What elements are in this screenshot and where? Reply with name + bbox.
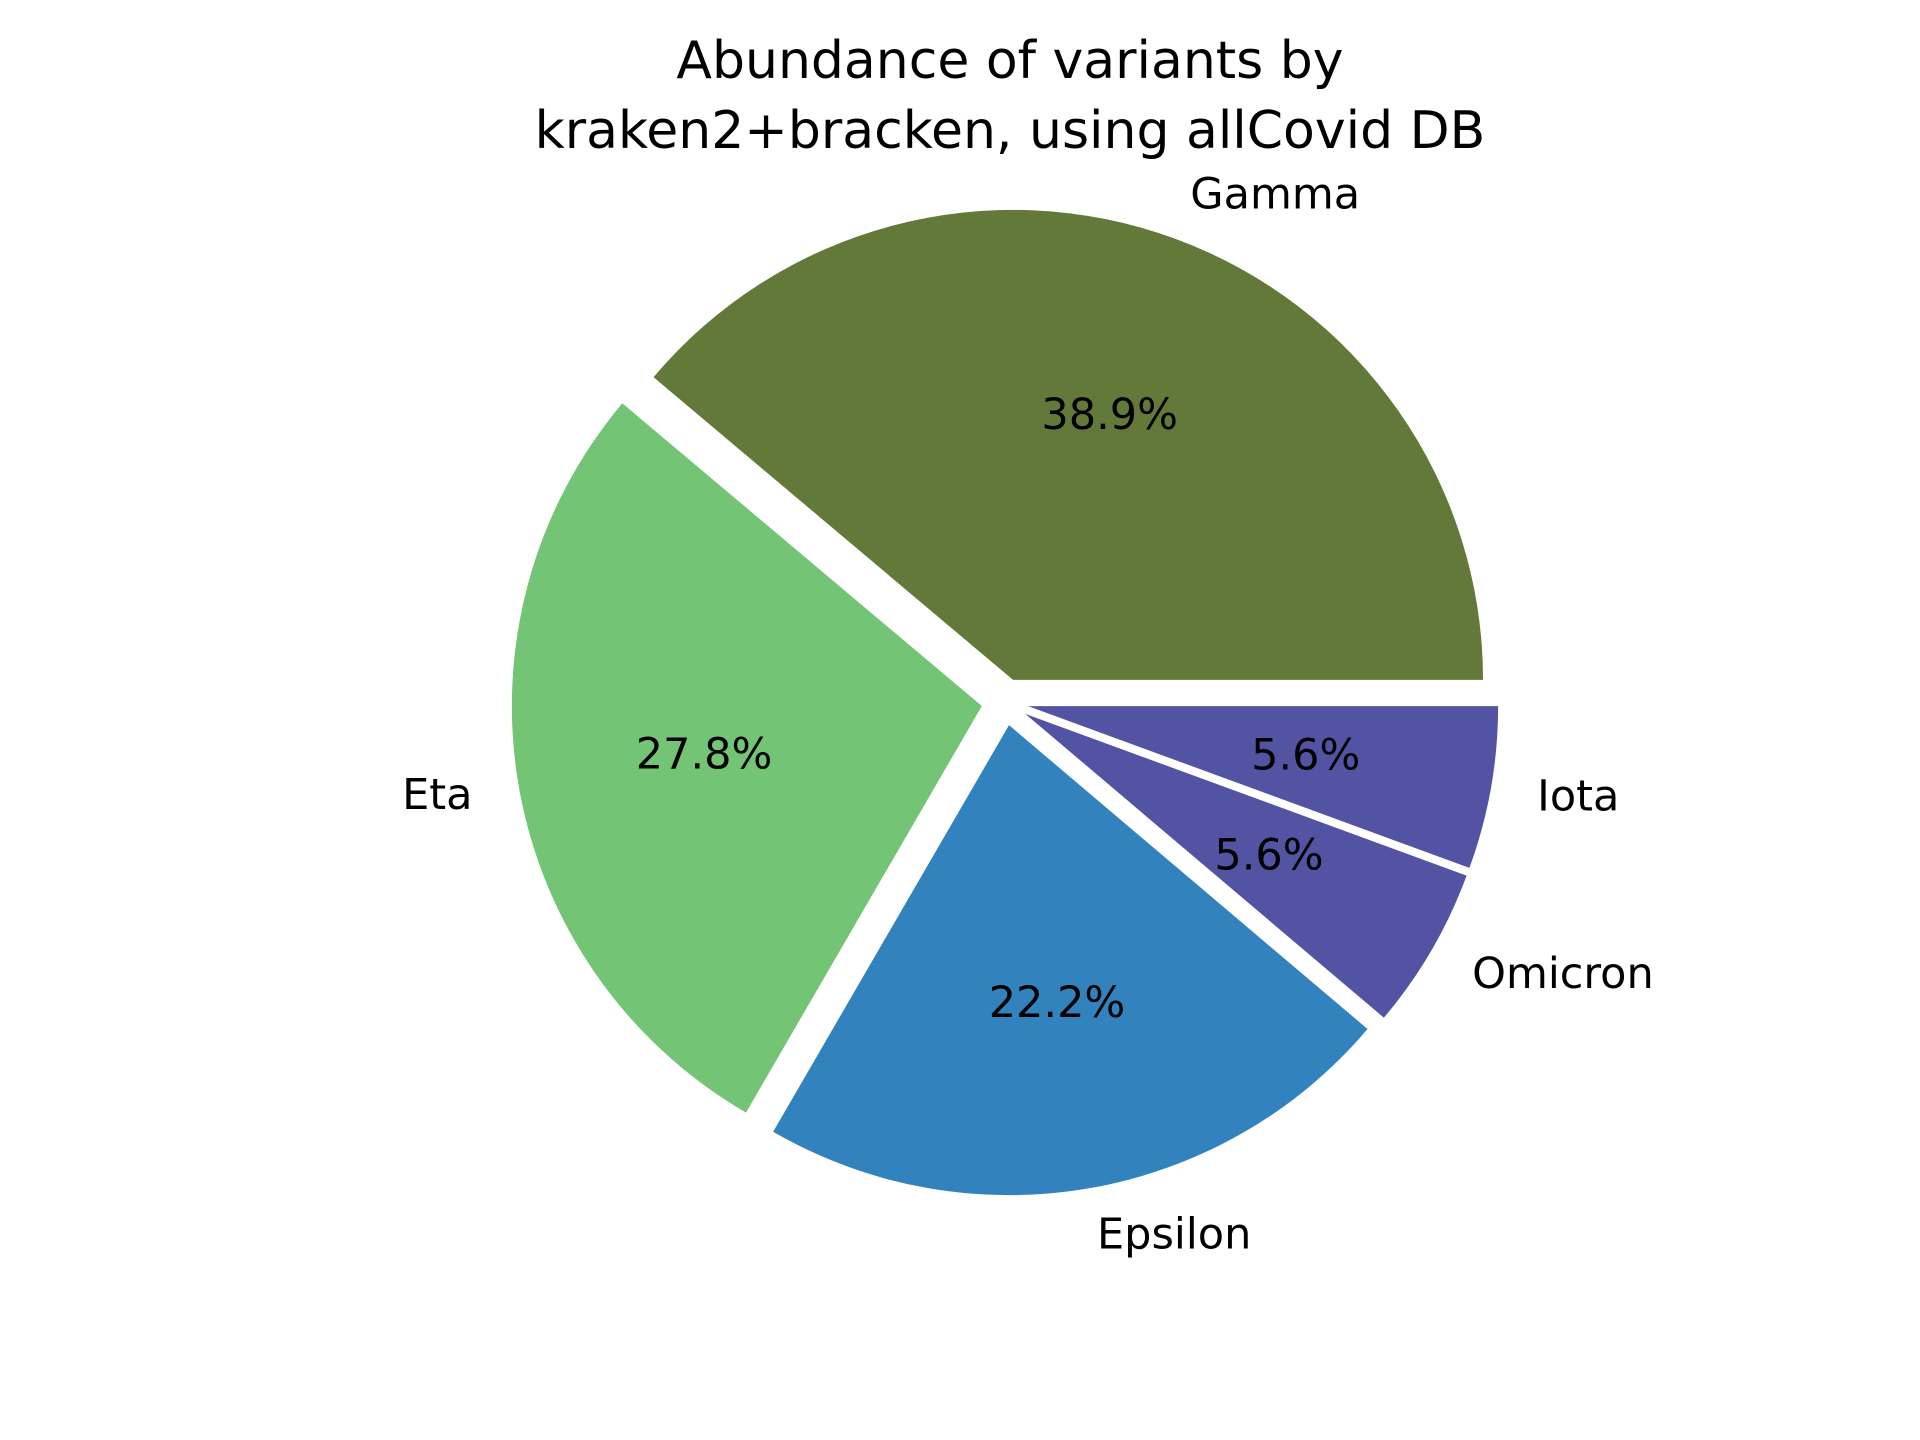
- pie-slice-gamma: [653, 209, 1484, 680]
- pie-slice-iota: [1028, 706, 1499, 868]
- chart-title-line-2: kraken2+bracken, using allCovid DB: [535, 101, 1486, 161]
- slice-label-epsilon: Epsilon: [1097, 1210, 1251, 1260]
- chart-title-line-1: Abundance of variants by: [676, 31, 1343, 91]
- pie-slices: [511, 209, 1499, 1196]
- pct-label-omicron: 5.6%: [1214, 831, 1323, 881]
- slice-label-eta: Eta: [402, 770, 472, 820]
- slice-label-omicron: Omicron: [1472, 949, 1654, 999]
- slice-label-gamma: Gamma: [1190, 169, 1360, 219]
- pct-label-iota: 5.6%: [1251, 730, 1360, 780]
- pct-label-gamma: 38.9%: [1041, 390, 1178, 440]
- pct-label-eta: 27.8%: [636, 729, 773, 779]
- pie-slice-eta: [511, 403, 982, 1113]
- pct-label-epsilon: 22.2%: [989, 978, 1126, 1028]
- slice-label-iota: Iota: [1537, 772, 1619, 822]
- pie-slice-epsilon: [773, 725, 1368, 1196]
- pie-slice-omicron: [1025, 713, 1467, 1018]
- pie-labels: Gamma 38.9% Eta 27.8% Epsilon 22.2% Omicron 5.6…: [402, 169, 1654, 1259]
